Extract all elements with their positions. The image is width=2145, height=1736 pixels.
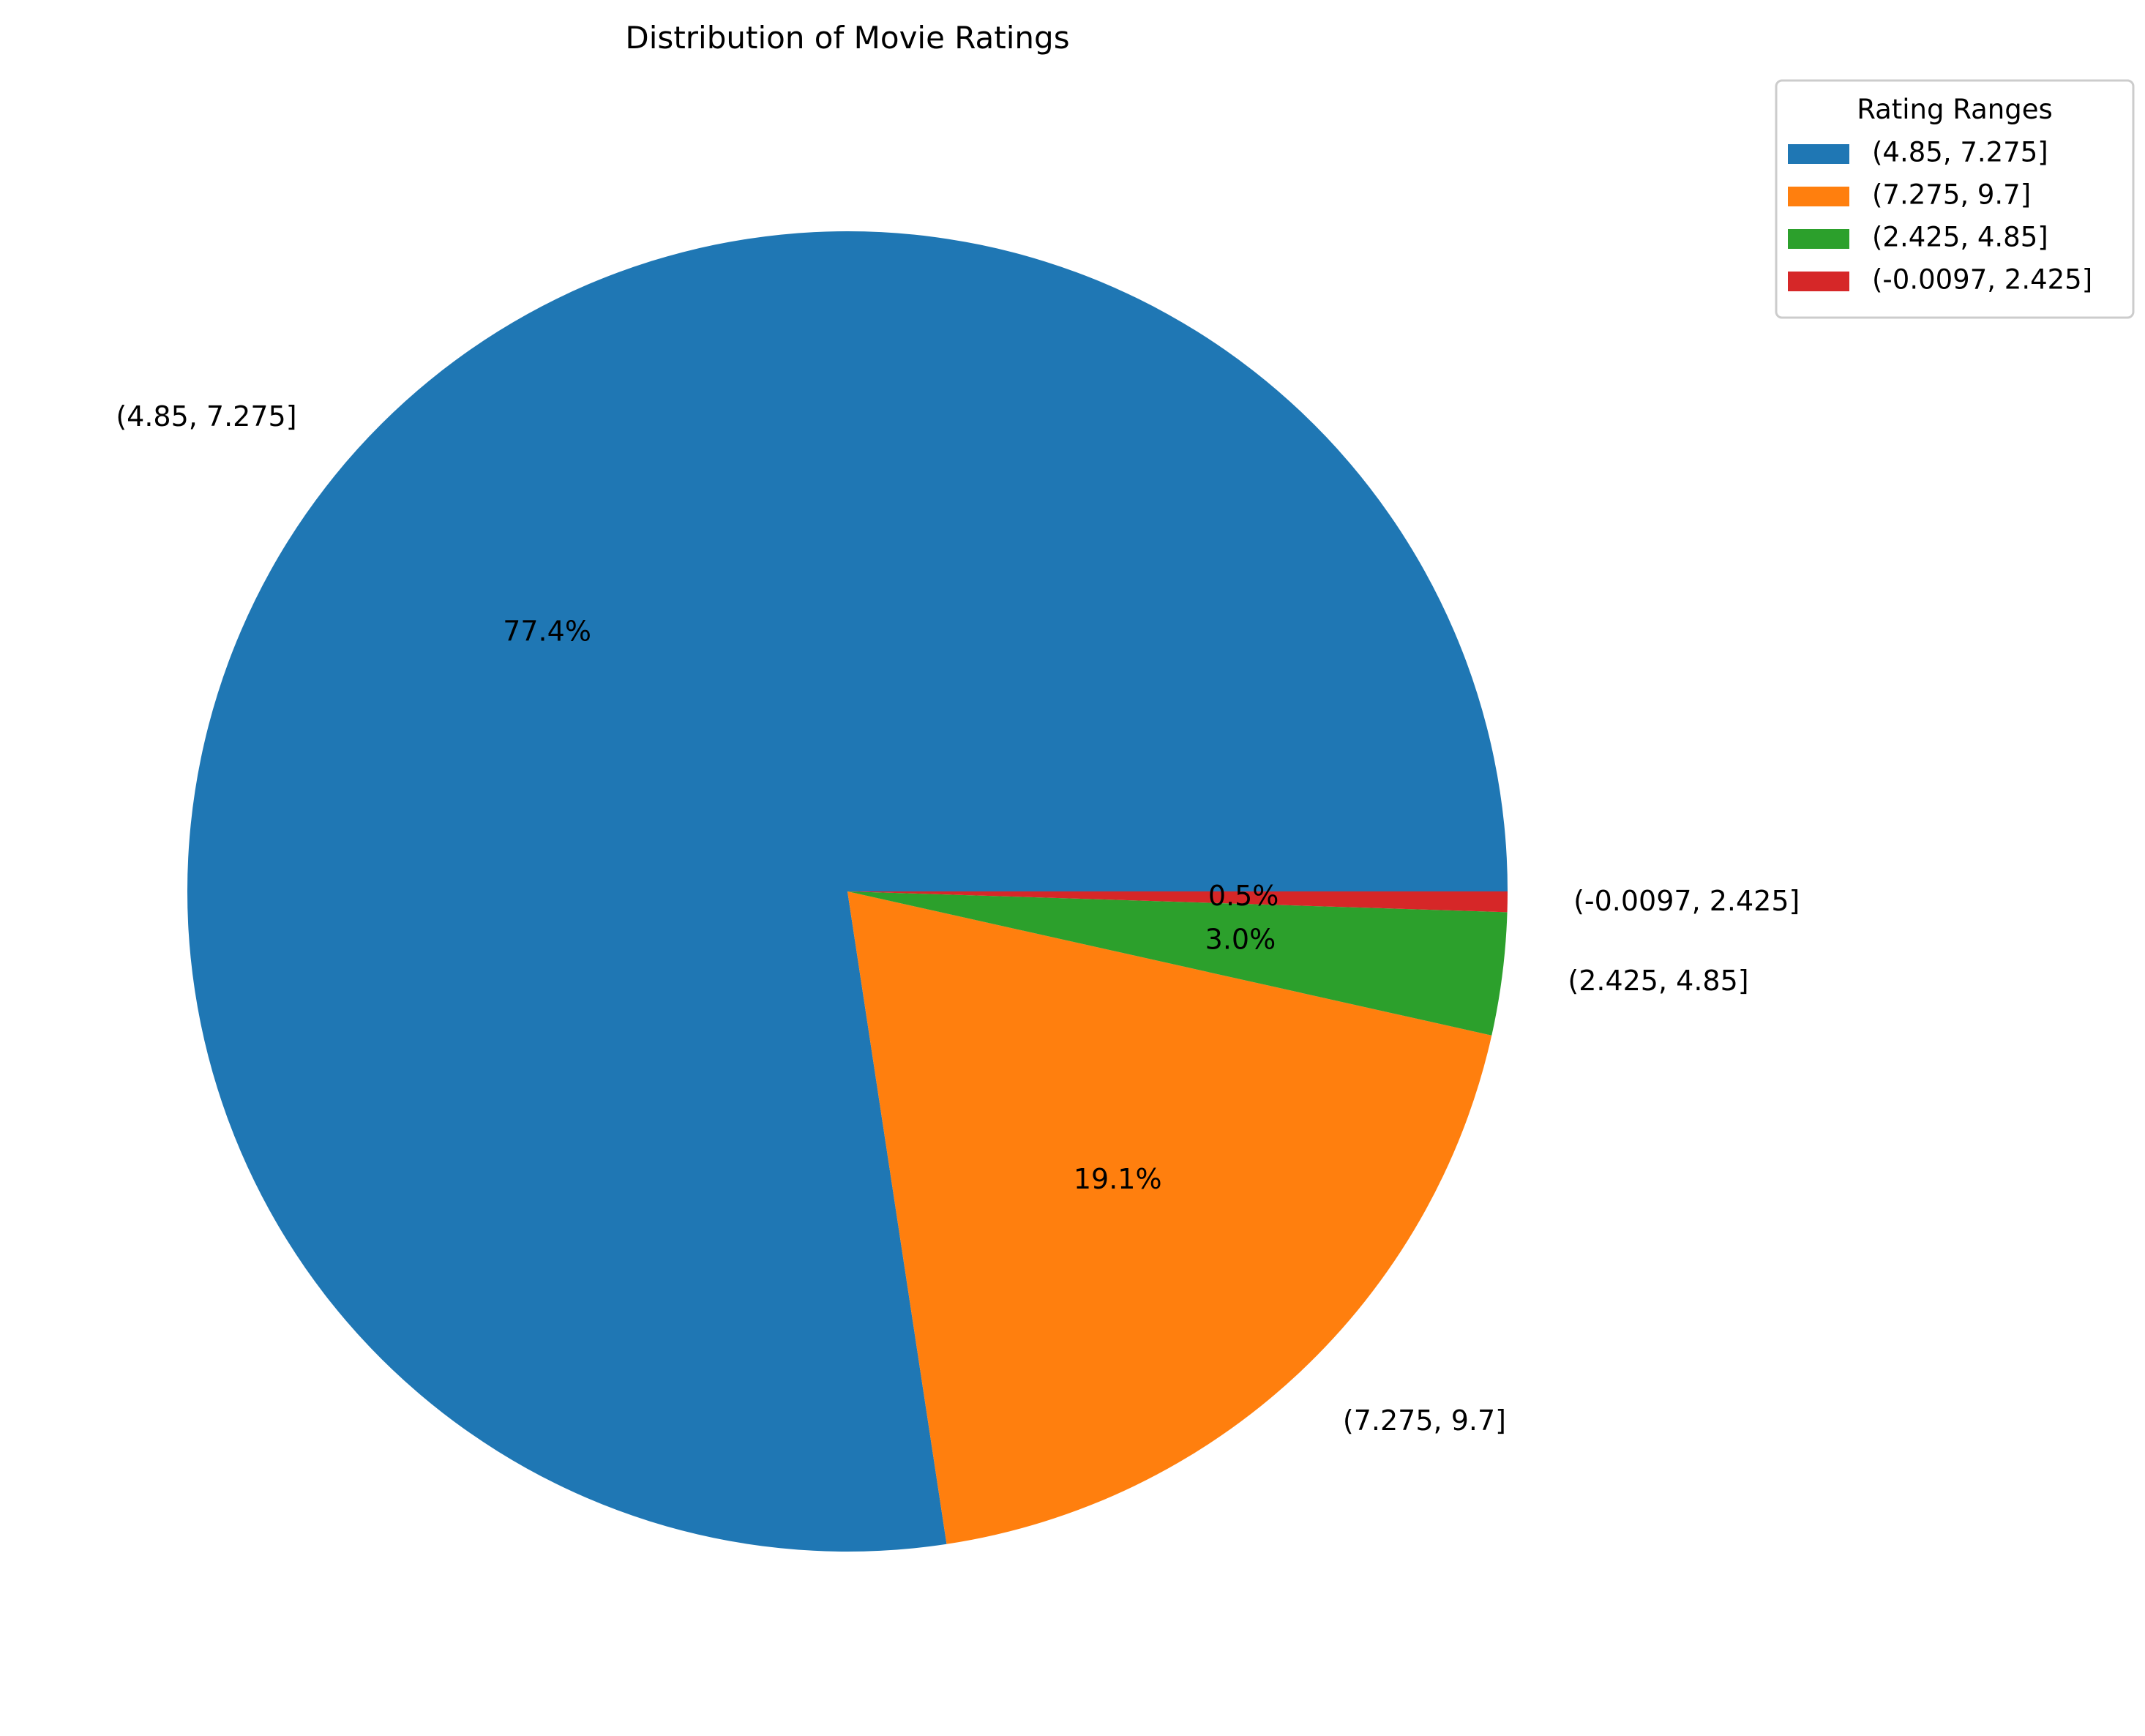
slice-label-7-275-9-7: (7.275, 9.7] — [1343, 1404, 1506, 1437]
slice-label-4-85-7-275: (4.85, 7.275] — [116, 400, 296, 433]
legend-swatch-7-275-9-7 — [1788, 187, 1849, 206]
slice-percent-labels: 77.4% 19.1% 3.0% 0.5% — [503, 616, 1279, 1195]
chart-title: Distribution of Movie Ratings — [625, 20, 1069, 56]
legend-swatch-4-85-7-275 — [1788, 144, 1849, 164]
pie-slice-7-275-9-7 — [847, 891, 1492, 1544]
legend-frame — [1775, 79, 2135, 319]
slice-percent-0-0097-2-425: 0.5% — [1208, 880, 1279, 912]
legend-label-2-425-4-85: (2.425, 4.85] — [1872, 222, 2048, 253]
slice-label-0-0097-2-425: (-0.0097, 2.425] — [1573, 885, 1800, 917]
slice-percent-7-275-9-7: 19.1% — [1074, 1163, 1162, 1195]
legend-swatch-2-425-4-85 — [1788, 229, 1849, 249]
legend-label-7-275-9-7: (7.275, 9.7] — [1872, 179, 2031, 211]
legend-label-0-0097-2-425: (-0.0097, 2.425] — [1872, 264, 2092, 296]
pie-slices — [187, 231, 1508, 1552]
slice-label-2-425-4-85: (2.425, 4.85] — [1568, 965, 1748, 997]
slice-percent-2-425-4-85: 3.0% — [1205, 923, 1276, 955]
legend-swatch-0-0097-2-425 — [1788, 272, 1849, 291]
legend-title: Rating Ranges — [1857, 94, 2053, 125]
slice-percent-4-85-7-275: 77.4% — [503, 616, 591, 648]
legend-label-4-85-7-275: (4.85, 7.275] — [1872, 137, 2048, 168]
legend: Rating Ranges (4.85, 7.275] (7.275, 9.7] (… — [1775, 79, 2135, 319]
pie-slice-0-0097-2-425 — [847, 891, 1508, 913]
pie-slice-4-85-7-275 — [187, 231, 1508, 1552]
pie-slice-2-425-4-85 — [847, 891, 1508, 1036]
slice-labels: (4.85, 7.275] (7.275, 9.7] (2.425, 4.85] (-… — [116, 400, 1800, 1437]
